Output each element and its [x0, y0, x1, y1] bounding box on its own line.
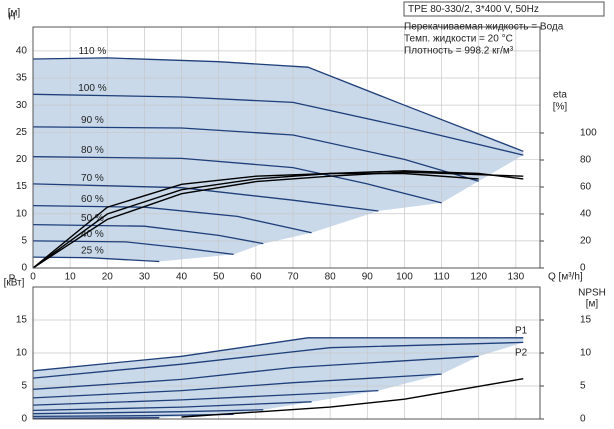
info-line: Темп. жидкости = 20 °C — [404, 34, 513, 45]
chart-title: TPE 80-330/2, 3*400 V, 50Hz — [408, 4, 539, 15]
annotation: P1 — [515, 326, 528, 337]
curve — [32, 401, 312, 412]
curve — [32, 389, 379, 406]
y2-tick-label: 60 — [580, 182, 592, 193]
x-tick-label: 80 — [325, 272, 337, 283]
info-line: Плотность = 998.2 кг/м³ — [404, 46, 514, 57]
y-tick-label: 35 — [16, 73, 28, 84]
curve — [32, 170, 524, 269]
curve-label: 60 % — [81, 194, 104, 205]
y2-axis-label: NPSH — [578, 288, 606, 299]
y-tick-label: 10 — [16, 348, 28, 359]
curve — [32, 223, 264, 245]
curve-label: 70 % — [81, 173, 104, 184]
y2-tick-label: 5 — [580, 381, 586, 392]
y2-axis-unit: [%] — [553, 102, 568, 113]
curve — [32, 256, 160, 263]
operating-area — [33, 337, 524, 419]
curve-label: 40 % — [81, 229, 104, 240]
x-tick-label: 90 — [362, 272, 374, 283]
y-tick-label: 15 — [16, 315, 28, 326]
y2-tick-label: 10 — [580, 348, 592, 359]
x-tick-label: 40 — [176, 272, 188, 283]
y-tick-label: 0 — [21, 263, 27, 274]
curve — [32, 57, 524, 152]
y2-tick-label: 20 — [580, 236, 592, 247]
x-tick-label: 60 — [250, 272, 262, 283]
annotation: P2 — [515, 348, 528, 359]
curve — [32, 93, 524, 156]
y2-tick-label: 0 — [580, 414, 586, 425]
curve — [181, 378, 524, 418]
curve — [32, 172, 479, 269]
y-axis-unit: [м] — [8, 8, 21, 19]
curve — [32, 171, 524, 269]
y2-tick-label: 15 — [580, 315, 592, 326]
y-tick-label: 5 — [21, 236, 27, 247]
x-tick-label: 10 — [65, 272, 77, 283]
curve — [32, 341, 524, 379]
y-tick-label: 40 — [16, 46, 28, 57]
curve — [32, 183, 379, 212]
info-line: Перекачиваемая жидкость = Вода — [404, 22, 564, 33]
curve — [32, 373, 442, 399]
y-tick-label: 20 — [16, 154, 28, 165]
y-tick-label: 15 — [16, 181, 28, 192]
y-tick-label: 5 — [21, 381, 27, 392]
title-box — [403, 1, 605, 17]
curve — [32, 355, 479, 390]
curve — [32, 337, 524, 372]
curve-label: 80 % — [81, 145, 104, 156]
y-tick-label: 0 — [21, 414, 27, 425]
curve — [32, 204, 312, 234]
y2-axis-unit: [м] — [586, 299, 599, 310]
x-tick-label: 50 — [213, 272, 225, 283]
curve-label: 100 % — [78, 83, 106, 94]
curve — [32, 126, 479, 182]
x-tick-label: 100 — [396, 272, 413, 283]
y2-tick-label: 100 — [580, 128, 597, 139]
x-tick-label: 30 — [139, 272, 151, 283]
x-tick-label: 110 — [434, 272, 450, 283]
y2-axis-label: eta — [553, 90, 567, 101]
x-tick-label: 130 — [508, 272, 525, 283]
curve — [32, 240, 234, 256]
y-tick-label: 30 — [16, 100, 28, 111]
plot-frame — [32, 286, 541, 420]
x-tick-label: 120 — [470, 272, 487, 283]
curve-label: 90 % — [81, 115, 104, 126]
plot-frame — [32, 26, 541, 269]
y-axis-label: P — [9, 274, 16, 285]
y-tick-label: 10 — [16, 208, 28, 219]
y2-tick-label: 80 — [580, 155, 592, 166]
y-axis-unit: [кВт] — [4, 278, 25, 289]
curve-label: 110 % — [79, 46, 107, 57]
y-axis-label: H — [8, 12, 15, 23]
x-tick-label: 0 — [30, 272, 36, 283]
curve — [32, 417, 160, 419]
x-tick-label: 70 — [287, 272, 299, 283]
y-tick-label: 25 — [16, 127, 28, 138]
curve — [32, 409, 264, 415]
y2-tick-label: 0 — [580, 263, 586, 274]
x-tick-label: 20 — [102, 272, 114, 283]
curve — [32, 156, 442, 204]
x-axis-label: Q [м³/h] — [548, 272, 583, 283]
curve-label: 25 % — [81, 246, 104, 257]
y2-tick-label: 40 — [580, 209, 592, 220]
